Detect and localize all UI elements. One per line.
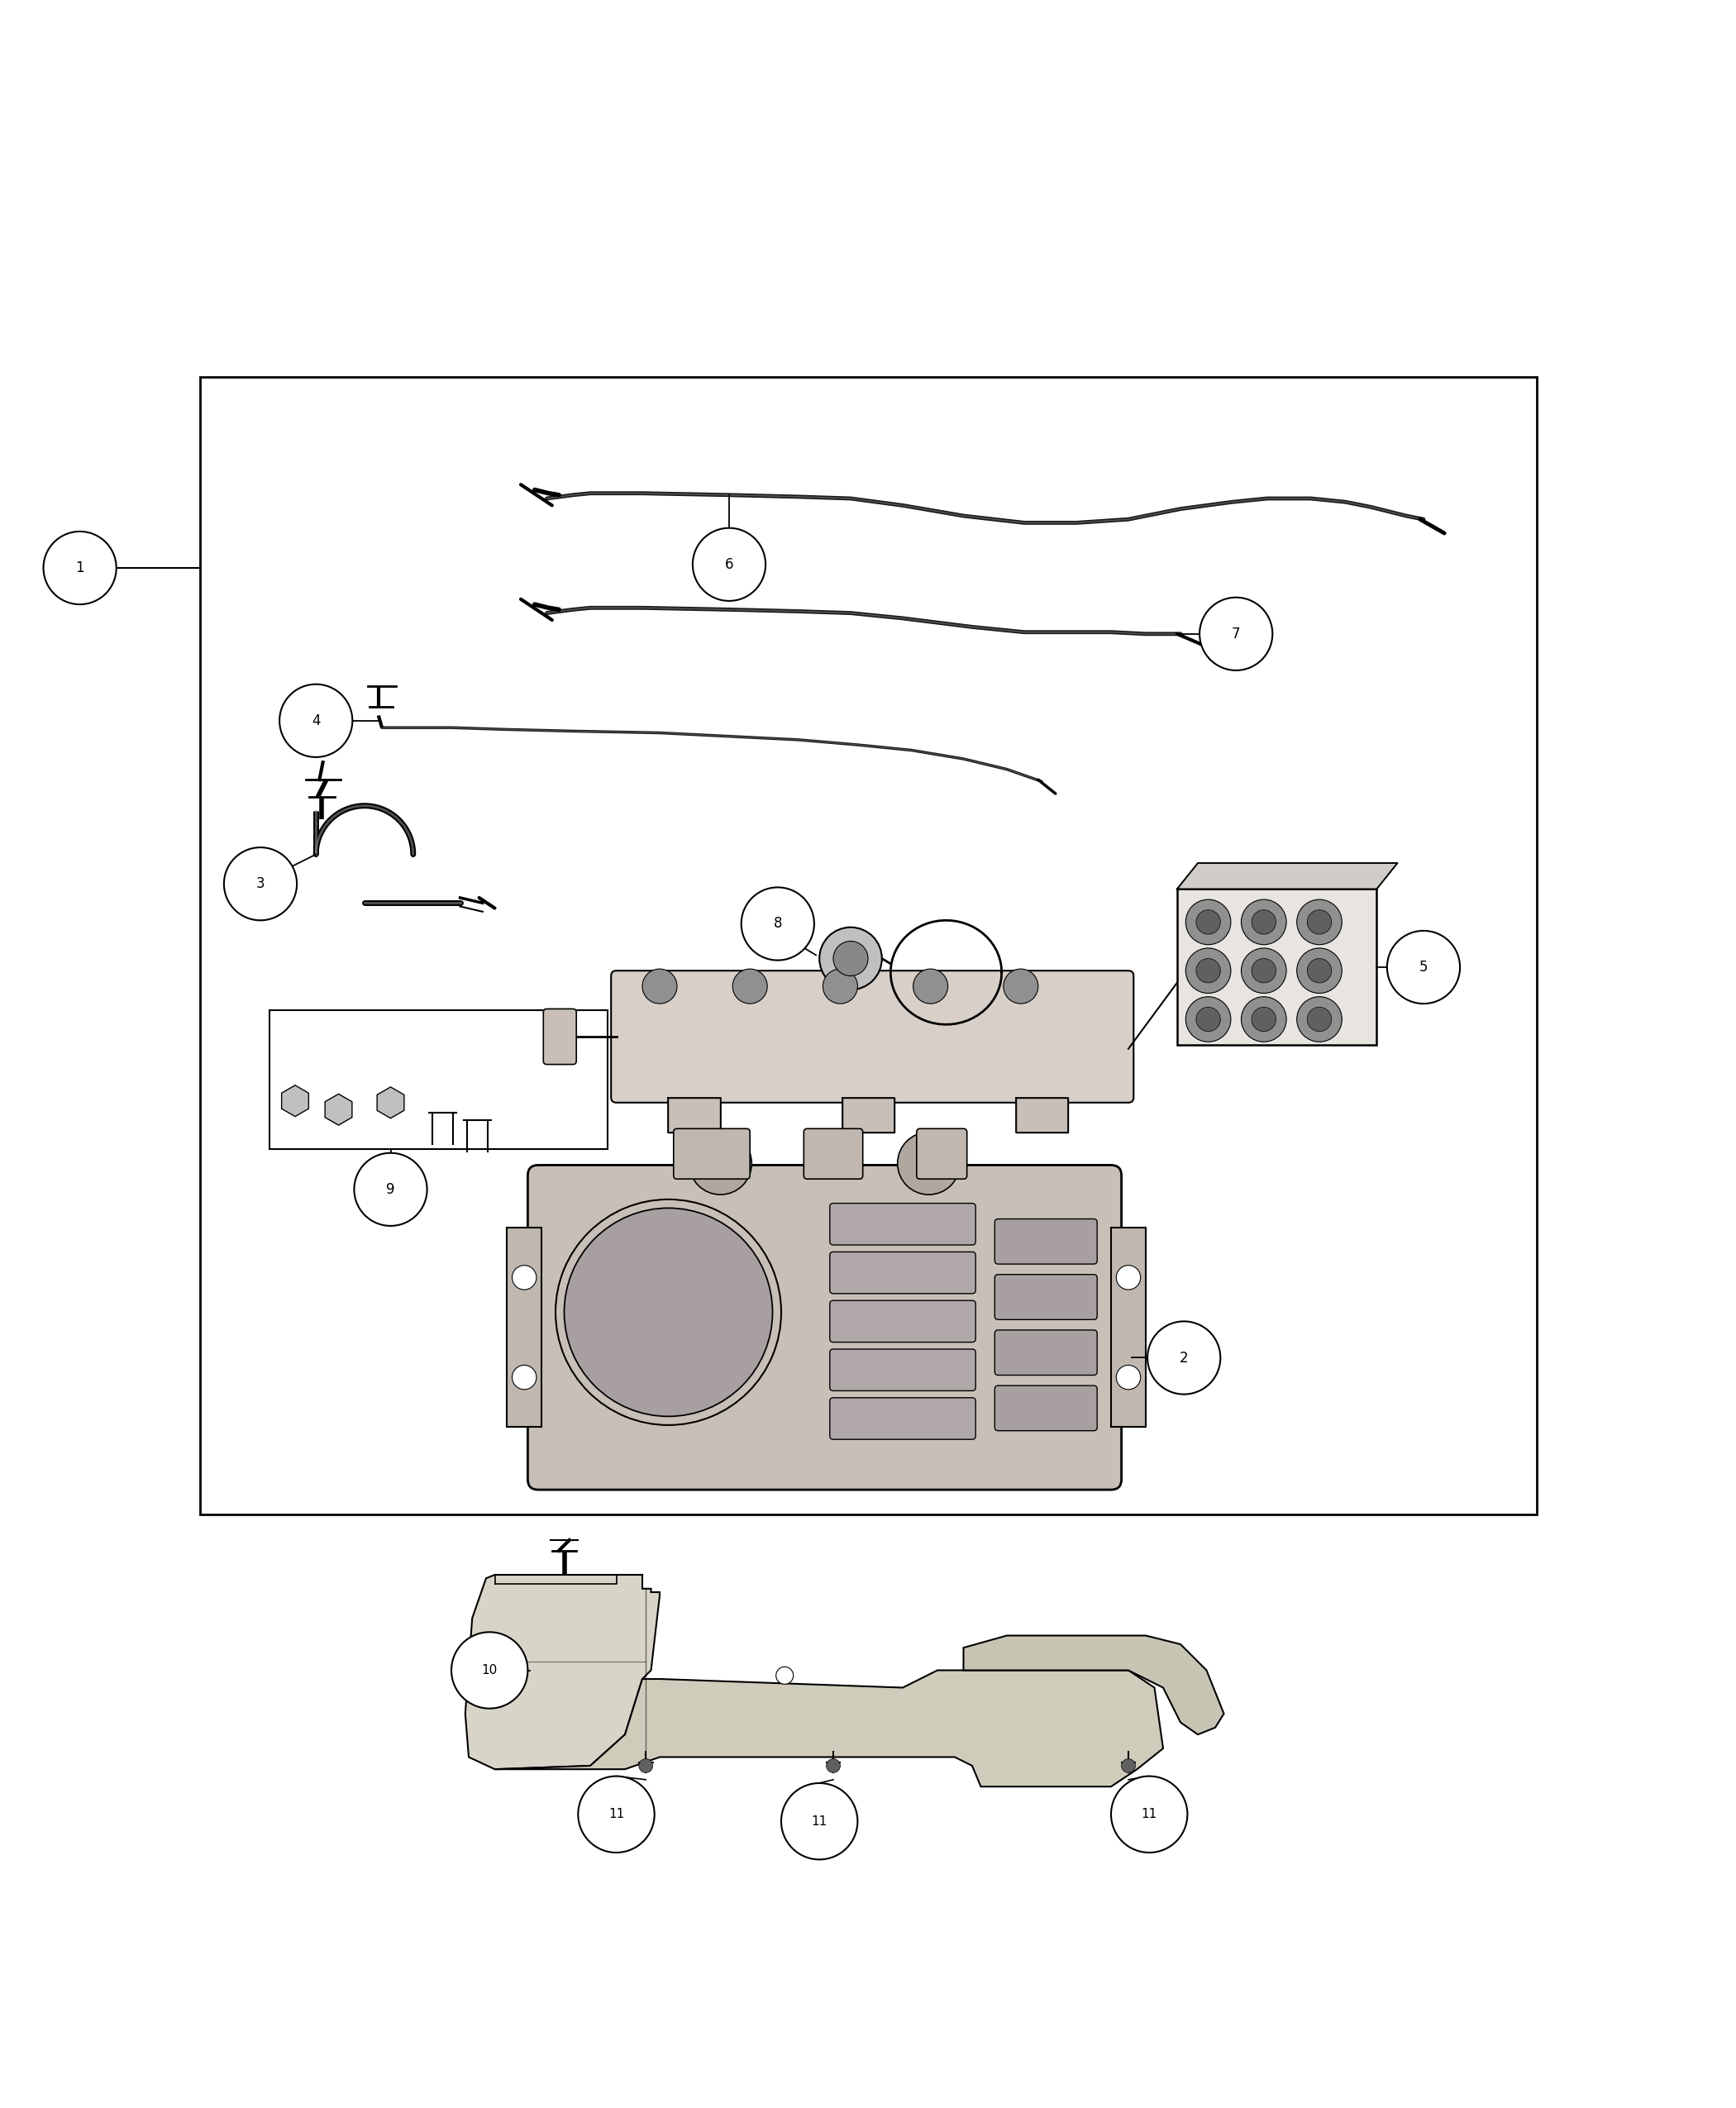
Circle shape (512, 1265, 536, 1290)
Text: 3: 3 (255, 877, 266, 892)
Bar (200, 377, 1536, 1514)
Circle shape (639, 1758, 653, 1773)
Text: 11: 11 (811, 1815, 828, 1828)
Circle shape (642, 970, 677, 1003)
Circle shape (693, 527, 766, 601)
Text: 4: 4 (312, 713, 319, 727)
Circle shape (1307, 959, 1332, 982)
Circle shape (1297, 900, 1342, 944)
Circle shape (1252, 911, 1276, 934)
Text: 11: 11 (1141, 1809, 1158, 1821)
Polygon shape (377, 1088, 404, 1117)
Circle shape (1186, 997, 1231, 1041)
FancyBboxPatch shape (668, 1098, 720, 1132)
Circle shape (1297, 949, 1342, 993)
Bar (269, 1010, 608, 1149)
Text: 10: 10 (481, 1663, 498, 1676)
Circle shape (1196, 1008, 1220, 1031)
Circle shape (451, 1632, 528, 1707)
FancyBboxPatch shape (995, 1385, 1097, 1431)
Circle shape (1241, 900, 1286, 944)
Circle shape (1111, 1777, 1187, 1853)
FancyBboxPatch shape (543, 1010, 576, 1065)
Text: 5: 5 (1420, 959, 1429, 974)
FancyBboxPatch shape (674, 1128, 750, 1178)
Circle shape (689, 1132, 752, 1195)
Circle shape (1241, 997, 1286, 1041)
Circle shape (578, 1777, 654, 1853)
Circle shape (279, 685, 352, 757)
FancyBboxPatch shape (528, 1166, 1121, 1490)
Circle shape (43, 531, 116, 605)
Circle shape (1387, 932, 1460, 1003)
Circle shape (1116, 1366, 1141, 1389)
Circle shape (833, 940, 868, 976)
Polygon shape (281, 1086, 309, 1117)
Circle shape (733, 970, 767, 1003)
Circle shape (1241, 949, 1286, 993)
Text: 1: 1 (75, 561, 85, 575)
Circle shape (1003, 970, 1038, 1003)
FancyBboxPatch shape (842, 1098, 894, 1132)
Circle shape (1147, 1322, 1220, 1393)
FancyBboxPatch shape (1111, 1227, 1146, 1427)
Circle shape (913, 970, 948, 1003)
Circle shape (1307, 911, 1332, 934)
Polygon shape (1177, 862, 1397, 890)
Circle shape (1121, 1758, 1135, 1773)
Circle shape (823, 970, 858, 1003)
FancyBboxPatch shape (830, 1204, 976, 1246)
Polygon shape (325, 1094, 352, 1126)
Polygon shape (495, 1670, 1163, 1788)
FancyBboxPatch shape (830, 1349, 976, 1391)
Circle shape (512, 1366, 536, 1389)
Circle shape (1307, 1008, 1332, 1031)
Circle shape (1186, 949, 1231, 993)
Text: 2: 2 (1179, 1351, 1189, 1366)
Text: 6: 6 (726, 557, 733, 571)
Circle shape (1252, 959, 1276, 982)
Text: 11: 11 (608, 1809, 625, 1821)
FancyBboxPatch shape (830, 1252, 976, 1294)
Circle shape (826, 1758, 840, 1773)
Circle shape (776, 1667, 793, 1684)
Circle shape (1196, 911, 1220, 934)
Circle shape (781, 1783, 858, 1859)
FancyBboxPatch shape (611, 970, 1134, 1102)
Circle shape (224, 847, 297, 921)
Circle shape (898, 1132, 960, 1195)
Circle shape (354, 1153, 427, 1227)
FancyBboxPatch shape (995, 1275, 1097, 1320)
FancyBboxPatch shape (830, 1301, 976, 1343)
Circle shape (1186, 900, 1231, 944)
Circle shape (1297, 997, 1342, 1041)
Text: 8: 8 (774, 917, 781, 932)
FancyBboxPatch shape (1016, 1098, 1068, 1132)
Circle shape (741, 887, 814, 961)
Text: 7: 7 (1231, 626, 1240, 641)
FancyBboxPatch shape (1177, 890, 1377, 1046)
Text: 9: 9 (385, 1183, 396, 1197)
FancyBboxPatch shape (995, 1218, 1097, 1265)
Circle shape (564, 1208, 773, 1417)
Circle shape (1196, 959, 1220, 982)
Circle shape (1252, 1008, 1276, 1031)
Circle shape (1200, 597, 1272, 670)
Polygon shape (465, 1575, 660, 1769)
FancyBboxPatch shape (804, 1128, 863, 1178)
Polygon shape (963, 1636, 1224, 1735)
Circle shape (819, 928, 882, 991)
FancyBboxPatch shape (830, 1398, 976, 1440)
Circle shape (1116, 1265, 1141, 1290)
FancyBboxPatch shape (507, 1227, 542, 1427)
FancyBboxPatch shape (995, 1330, 1097, 1374)
FancyBboxPatch shape (917, 1128, 967, 1178)
